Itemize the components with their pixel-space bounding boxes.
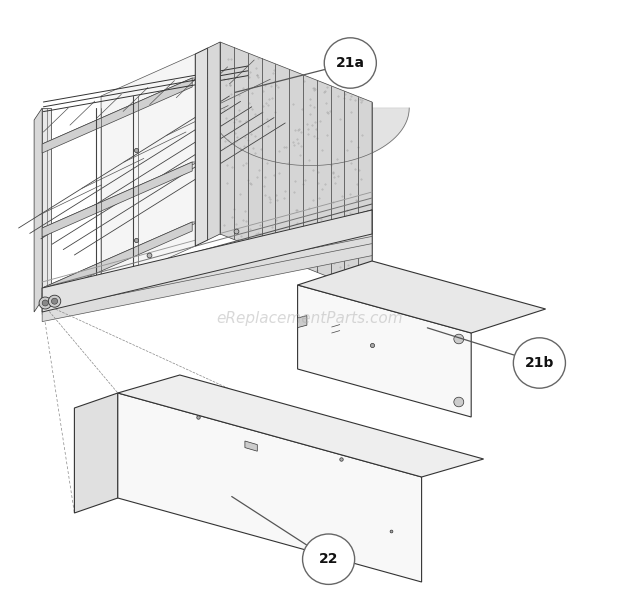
Polygon shape xyxy=(42,222,198,288)
Circle shape xyxy=(513,338,565,388)
Polygon shape xyxy=(42,229,372,307)
Polygon shape xyxy=(245,441,257,451)
Polygon shape xyxy=(298,316,307,328)
Polygon shape xyxy=(208,42,220,240)
Circle shape xyxy=(454,397,464,407)
Polygon shape xyxy=(298,261,546,333)
Polygon shape xyxy=(42,162,198,228)
Polygon shape xyxy=(42,78,192,153)
Polygon shape xyxy=(74,393,118,513)
Circle shape xyxy=(42,300,48,306)
Polygon shape xyxy=(34,108,42,312)
Polygon shape xyxy=(42,78,198,144)
Polygon shape xyxy=(42,222,192,297)
Polygon shape xyxy=(42,108,51,300)
Polygon shape xyxy=(211,108,409,166)
Polygon shape xyxy=(42,244,372,322)
Polygon shape xyxy=(42,210,372,312)
Text: 21b: 21b xyxy=(525,356,554,370)
Polygon shape xyxy=(42,162,192,237)
Circle shape xyxy=(303,534,355,584)
Circle shape xyxy=(51,298,58,304)
Polygon shape xyxy=(195,48,208,246)
Polygon shape xyxy=(118,375,484,477)
Circle shape xyxy=(48,295,61,307)
Text: eReplacementParts.com: eReplacementParts.com xyxy=(216,311,404,325)
Polygon shape xyxy=(220,42,372,294)
Circle shape xyxy=(324,38,376,88)
Text: 22: 22 xyxy=(319,552,339,566)
Circle shape xyxy=(39,297,51,309)
Polygon shape xyxy=(101,54,195,288)
Circle shape xyxy=(454,334,464,344)
Text: 21a: 21a xyxy=(336,56,365,70)
Polygon shape xyxy=(298,285,471,417)
Polygon shape xyxy=(118,393,422,582)
Polygon shape xyxy=(42,236,372,314)
